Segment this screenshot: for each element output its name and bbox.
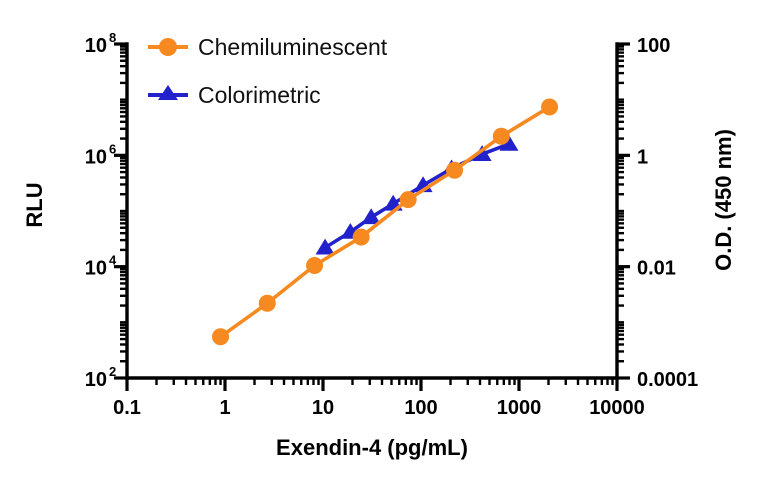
x-tick-label: 100 (404, 397, 437, 419)
legend-label-chemiluminescent: Chemiluminescent (198, 34, 388, 60)
x-axis-tick-labels: 0.1 1 10 100 1000 10000 (113, 397, 645, 419)
data-point-triangle-icon (472, 145, 492, 161)
y-left-tick-label-exponent: 2 (109, 364, 116, 379)
chart-legend: Chemiluminescent Colorimetric (148, 34, 388, 108)
y-left-tick-label-base: 10 (85, 146, 107, 168)
y-right-tick-label: 0.01 (637, 258, 676, 280)
x-tick-label: 10 (312, 397, 334, 419)
y-left-tick-label-base: 10 (85, 35, 107, 57)
data-point-triangle-icon (499, 134, 519, 151)
data-point-circle-icon (541, 98, 559, 116)
data-point-circle-icon (212, 328, 230, 346)
y-left-tick-label-base: 10 (85, 369, 107, 391)
y-right-tick-label: 1 (637, 146, 648, 168)
data-point-circle-icon (492, 127, 510, 145)
y-axis-right-title: O.D. (450 nm) (711, 129, 736, 271)
x-tick-label: 1000 (497, 397, 542, 419)
x-tick-label: 0.1 (113, 397, 141, 419)
y-left-tick-label-exponent: 6 (109, 141, 116, 156)
x-axis-ticks (125, 378, 619, 391)
series-line (218, 105, 552, 339)
y-right-tick-label: 0.0001 (637, 369, 698, 391)
y-axis-right-ticks (617, 42, 630, 380)
x-axis-title: Exendin-4 (pg/mL) (276, 435, 468, 460)
x-tick-label: 10000 (589, 397, 645, 419)
y-axis-left-ticks (114, 42, 127, 380)
y-left-tick-label-exponent: 4 (109, 253, 117, 268)
legend-item-colorimetric[interactable]: Colorimetric (148, 82, 321, 108)
y-axis-right-tick-labels: 0.0001 0.01 1 100 (637, 35, 698, 391)
y-left-tick-label-base: 10 (85, 258, 107, 280)
data-point-circle-icon (352, 228, 370, 246)
legend-label-colorimetric: Colorimetric (198, 82, 321, 108)
data-point-triangle-icon (315, 238, 335, 255)
legend-marker-triangle-icon (158, 85, 178, 100)
data-point-circle-icon (258, 294, 276, 312)
data-point-triangle-icon (361, 208, 381, 225)
y-left-tick-label-exponent: 8 (109, 30, 116, 45)
legend-item-chemiluminescent[interactable]: Chemiluminescent (148, 34, 388, 60)
legend-marker-circle-icon (159, 38, 177, 56)
data-point-circle-icon (446, 161, 464, 179)
series-chemiluminescent (212, 98, 559, 346)
x-tick-label: 1 (219, 397, 230, 419)
y-axis-left-title: RLU (22, 182, 47, 227)
data-point-circle-icon (306, 256, 324, 274)
data-point-circle-icon (399, 191, 417, 209)
y-right-tick-label: 100 (637, 35, 670, 57)
